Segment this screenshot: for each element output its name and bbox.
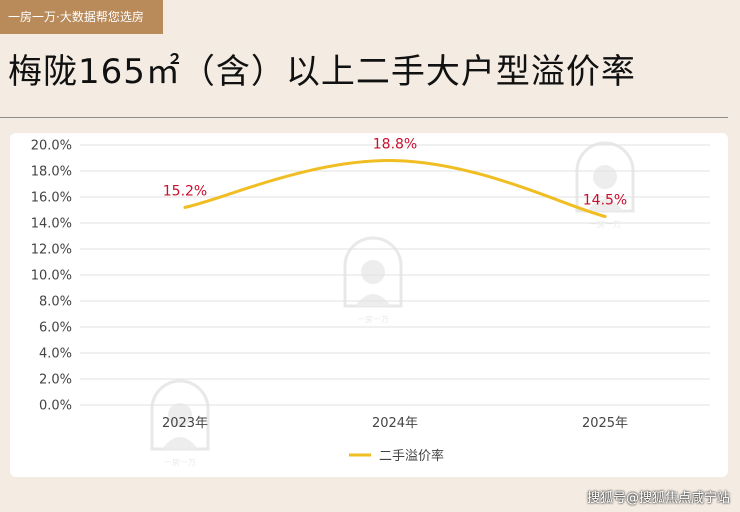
watermark-logo: 一房一万	[343, 236, 403, 324]
y-tick-label: 8.0%	[39, 295, 72, 310]
data-label: 18.8%	[373, 137, 417, 153]
watermark-head-icon	[593, 165, 617, 189]
page-title: 梅陇165㎡（含）以上二手大户型溢价率	[8, 52, 636, 92]
data-label: 14.5%	[583, 193, 627, 209]
x-tick-label: 2025年	[582, 416, 628, 431]
watermark-text: 一房一万	[357, 314, 389, 324]
data-point	[393, 159, 397, 163]
y-tick-label: 18.0%	[31, 165, 72, 180]
y-tick-label: 0.0%	[39, 399, 72, 414]
y-tick-label: 10.0%	[31, 269, 72, 284]
watermark-head-icon	[361, 260, 385, 284]
watermark-arch-icon	[150, 379, 210, 451]
footer-credit: 搜狐号@搜狐焦点咸宁站	[586, 491, 730, 506]
data-label: 15.2%	[163, 183, 207, 199]
chart-card: 一房一万 一房一万 一房一万 0.0% 2.0% 4.0% 6.0% 8.0% 10.0% 12…	[10, 133, 728, 477]
data-point	[183, 205, 187, 209]
watermark-logo: 一房一万	[150, 379, 210, 467]
x-tick-label: 2023年	[162, 416, 208, 431]
watermark-body-icon	[355, 294, 391, 306]
watermark-arch-icon	[343, 236, 403, 308]
x-tick-label: 2024年	[372, 416, 418, 431]
watermark-text: 一房一万	[164, 457, 196, 467]
watermark-logo: 一房一万	[575, 141, 635, 229]
watermark-head-icon	[168, 403, 192, 427]
watermark-text: 一房一万	[589, 219, 621, 229]
data-point	[603, 215, 607, 218]
y-tick-label: 14.0%	[31, 217, 72, 232]
watermark-body-icon	[162, 437, 198, 449]
title-divider	[0, 117, 728, 118]
y-tick-label: 20.0%	[31, 139, 72, 154]
y-tick-label: 12.0%	[31, 243, 72, 258]
y-tick-label: 4.0%	[39, 347, 72, 362]
y-tick-label: 16.0%	[31, 191, 72, 206]
series-line	[183, 159, 607, 218]
legend-label: 二手溢价率	[379, 448, 444, 464]
y-tick-label: 6.0%	[39, 321, 72, 336]
brand-tag: 一房一万·大数据帮您选房	[0, 0, 163, 34]
watermark-body-icon	[587, 199, 623, 211]
y-tick-label: 2.0%	[39, 373, 72, 388]
watermark-arch-icon	[575, 141, 635, 213]
